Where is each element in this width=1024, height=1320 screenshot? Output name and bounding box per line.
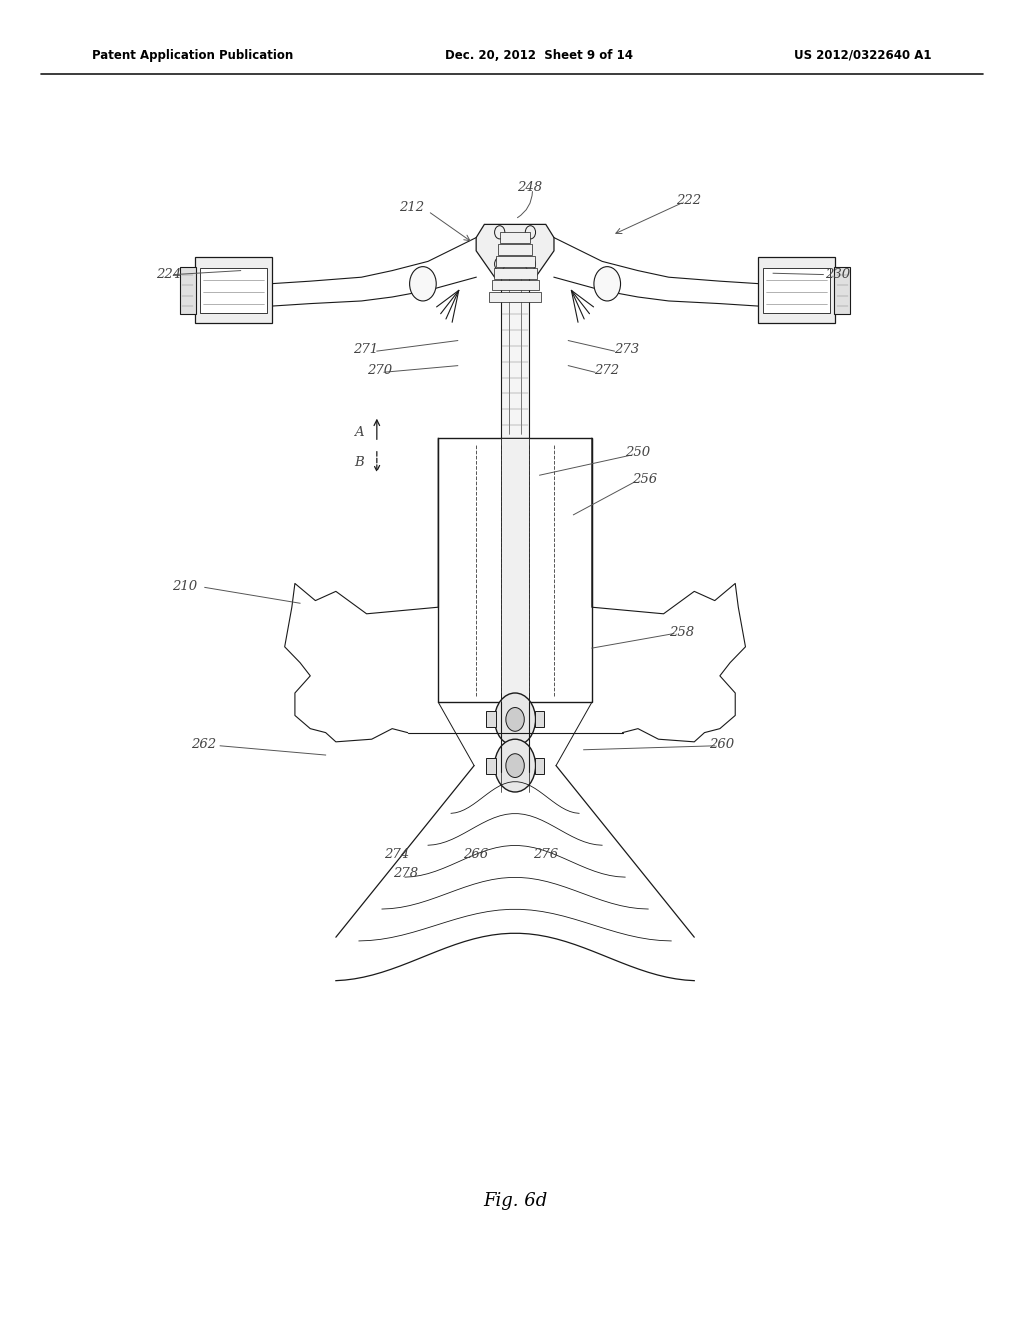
Bar — [200, 268, 266, 313]
Text: 212: 212 — [399, 201, 425, 214]
Bar — [501, 238, 529, 438]
Circle shape — [495, 693, 536, 746]
Circle shape — [506, 708, 524, 731]
Bar — [758, 257, 836, 323]
Bar — [535, 758, 544, 774]
Bar — [494, 268, 537, 279]
Text: US 2012/0322640 A1: US 2012/0322640 A1 — [795, 49, 932, 62]
Text: 278: 278 — [393, 867, 419, 880]
Text: Fig. 6d: Fig. 6d — [483, 1192, 547, 1210]
Text: 248: 248 — [517, 181, 543, 194]
Text: 266: 266 — [463, 847, 488, 861]
Bar — [834, 267, 850, 314]
Bar — [438, 438, 592, 702]
Text: 270: 270 — [367, 364, 392, 378]
Text: 262: 262 — [191, 738, 217, 751]
Bar — [180, 267, 197, 314]
Text: 274: 274 — [384, 847, 410, 861]
Text: 258: 258 — [669, 626, 694, 639]
Circle shape — [495, 739, 536, 792]
Text: Patent Application Publication: Patent Application Publication — [92, 49, 294, 62]
Text: 210: 210 — [172, 579, 198, 593]
Bar — [501, 438, 529, 702]
Bar — [486, 711, 496, 727]
Text: 222: 222 — [676, 194, 701, 207]
Text: 273: 273 — [614, 343, 640, 356]
Bar — [535, 711, 544, 727]
Bar — [500, 232, 530, 243]
Text: 224: 224 — [156, 268, 181, 281]
Text: A: A — [354, 426, 364, 440]
Circle shape — [506, 754, 524, 777]
Bar — [764, 268, 829, 313]
Bar — [486, 758, 496, 774]
Bar — [195, 257, 271, 323]
Text: 272: 272 — [594, 364, 620, 378]
Circle shape — [410, 267, 436, 301]
Text: 276: 276 — [534, 847, 559, 861]
Text: 260: 260 — [709, 738, 734, 751]
Polygon shape — [476, 224, 554, 277]
Text: B: B — [354, 455, 365, 469]
Circle shape — [594, 267, 621, 301]
Bar — [496, 256, 535, 267]
Text: 230: 230 — [825, 268, 851, 281]
Text: Dec. 20, 2012  Sheet 9 of 14: Dec. 20, 2012 Sheet 9 of 14 — [445, 49, 634, 62]
Text: 250: 250 — [625, 446, 650, 459]
Text: 271: 271 — [353, 343, 379, 356]
Bar — [498, 244, 532, 255]
Bar — [492, 280, 539, 290]
Text: 256: 256 — [632, 473, 657, 486]
Bar — [489, 292, 541, 302]
